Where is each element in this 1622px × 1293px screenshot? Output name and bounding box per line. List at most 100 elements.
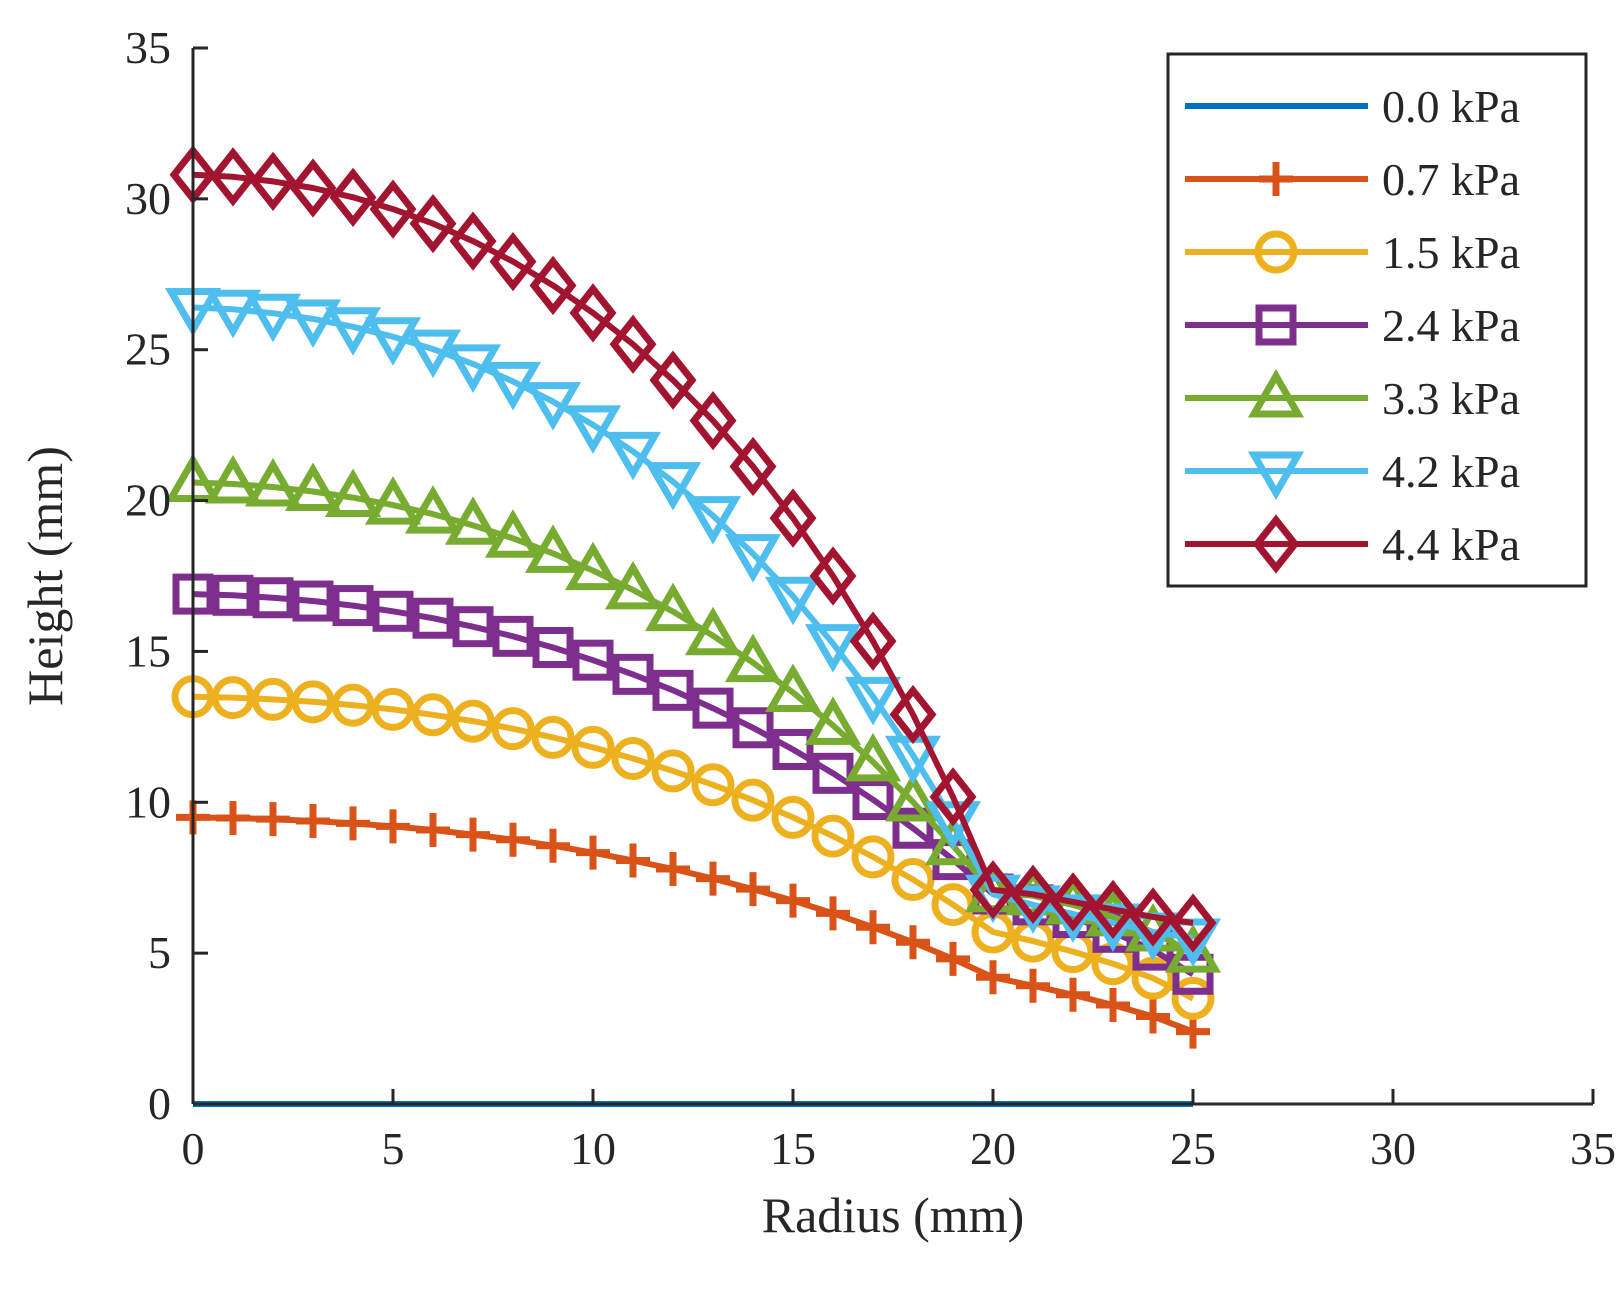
x-axis-label: Radius (mm) bbox=[762, 1187, 1024, 1243]
data-point bbox=[764, 576, 822, 626]
data-point bbox=[329, 167, 377, 227]
data-point bbox=[524, 524, 582, 573]
data-point bbox=[204, 454, 262, 504]
data-point bbox=[284, 299, 342, 348]
legend-label: 4.4 kPa bbox=[1382, 519, 1520, 570]
data-point bbox=[896, 925, 930, 960]
legend-item: 4.4 kPa bbox=[1185, 514, 1520, 574]
data-point bbox=[856, 910, 890, 945]
legend-label: 0.0 kPa bbox=[1382, 81, 1520, 132]
data-point bbox=[884, 772, 942, 822]
data-point bbox=[416, 813, 450, 848]
data-point bbox=[736, 872, 770, 907]
legend-item: 3.3 kPa bbox=[1185, 369, 1520, 424]
data-point bbox=[296, 803, 330, 838]
data-point bbox=[656, 851, 690, 886]
data-point bbox=[412, 597, 454, 639]
data-point bbox=[449, 211, 497, 271]
data-point bbox=[1129, 887, 1177, 947]
data-point bbox=[251, 677, 295, 721]
data-point bbox=[844, 676, 902, 726]
series-line bbox=[192, 171, 1194, 926]
data-point bbox=[684, 606, 742, 656]
data-point bbox=[892, 807, 934, 849]
data-point bbox=[1169, 893, 1217, 953]
data-point bbox=[1096, 988, 1130, 1023]
data-point bbox=[284, 462, 342, 512]
data-point bbox=[684, 496, 742, 545]
data-point bbox=[564, 405, 622, 454]
legend-marker bbox=[1259, 162, 1293, 196]
data-point bbox=[212, 574, 254, 616]
data-point bbox=[209, 147, 257, 207]
data-point bbox=[772, 728, 814, 770]
data-point bbox=[292, 580, 334, 622]
data-point bbox=[444, 344, 502, 393]
data-point bbox=[536, 828, 570, 863]
legend-marker bbox=[1255, 304, 1297, 346]
data-point bbox=[849, 611, 897, 671]
data-point bbox=[804, 624, 862, 673]
legend-item: 4.2 kPa bbox=[1185, 446, 1520, 500]
x-tick-label: 25 bbox=[1170, 1123, 1216, 1174]
data-point bbox=[256, 802, 290, 837]
data-point bbox=[609, 314, 657, 374]
data-point bbox=[564, 541, 622, 591]
data-point bbox=[724, 534, 782, 583]
y-tick-label: 20 bbox=[125, 475, 171, 526]
data-point bbox=[969, 860, 1017, 920]
x-tick-label: 5 bbox=[382, 1123, 405, 1174]
data-point bbox=[252, 577, 294, 619]
data-point bbox=[616, 843, 650, 878]
legend-label: 2.4 kPa bbox=[1382, 300, 1520, 351]
data-point bbox=[409, 193, 457, 254]
y-tick-label: 5 bbox=[148, 927, 171, 978]
data-point bbox=[571, 725, 615, 769]
y-tick-label: 30 bbox=[125, 173, 171, 224]
plot-area bbox=[164, 145, 1222, 1107]
axes: 0 5 10 15 20 25 30 35 0 5 10 15 20 25 30 35 bbox=[125, 22, 1616, 1174]
data-point bbox=[692, 687, 734, 729]
data-point bbox=[376, 809, 410, 844]
x-tick-label: 30 bbox=[1370, 1123, 1416, 1174]
data-point bbox=[332, 585, 374, 627]
data-point bbox=[771, 795, 815, 839]
legend-marker bbox=[1252, 514, 1300, 574]
x-tick-label: 15 bbox=[770, 1123, 816, 1174]
data-point bbox=[936, 941, 970, 976]
data-point bbox=[572, 639, 614, 681]
data-point bbox=[691, 763, 735, 807]
series-0-7-kpa bbox=[176, 800, 1210, 1049]
data-point bbox=[649, 350, 697, 410]
data-point bbox=[244, 458, 302, 507]
data-point bbox=[531, 715, 575, 759]
data-point bbox=[364, 476, 422, 525]
y-tick-label: 25 bbox=[125, 324, 171, 375]
data-point bbox=[569, 283, 617, 343]
legend-item: 0.0 kPa bbox=[1185, 81, 1520, 132]
x-tick-label: 20 bbox=[970, 1123, 1016, 1174]
y-tick-label: 10 bbox=[125, 776, 171, 827]
data-point bbox=[249, 151, 297, 211]
data-point bbox=[204, 289, 262, 339]
data-point bbox=[689, 390, 737, 451]
legend-label: 1.5 kPa bbox=[1382, 227, 1520, 278]
x-tick-label: 0 bbox=[182, 1123, 205, 1174]
data-point bbox=[484, 361, 542, 411]
data-point bbox=[491, 707, 535, 751]
data-point bbox=[404, 485, 462, 534]
data-point bbox=[612, 653, 654, 695]
legend-item: 0.7 kPa bbox=[1185, 154, 1520, 205]
data-point bbox=[776, 883, 810, 918]
data-point bbox=[604, 431, 662, 481]
data-point bbox=[244, 293, 302, 343]
data-point bbox=[372, 590, 414, 632]
data-point bbox=[489, 231, 537, 292]
data-point bbox=[524, 382, 582, 431]
data-point bbox=[364, 317, 422, 366]
series-4-4-kpa bbox=[169, 145, 1217, 953]
data-point bbox=[291, 680, 335, 724]
data-point bbox=[611, 737, 655, 781]
data-point bbox=[451, 699, 495, 743]
data-point bbox=[976, 960, 1010, 995]
